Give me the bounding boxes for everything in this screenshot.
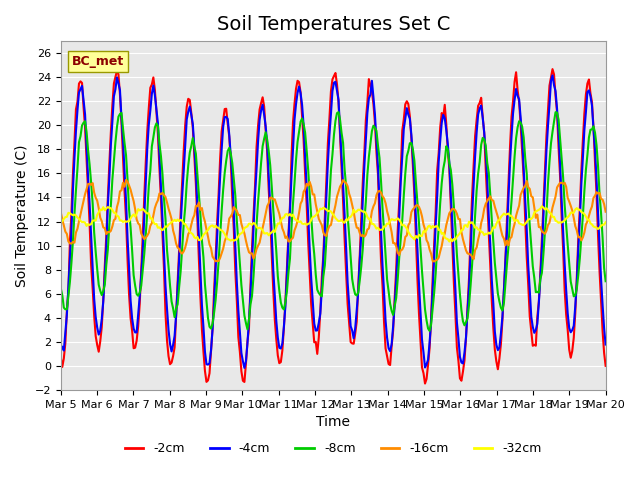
-32cm — [237, 230, 245, 236]
-32cm — [295, 219, 303, 225]
-4cm — [241, 365, 248, 371]
Y-axis label: Soil Temperature (C): Soil Temperature (C) — [15, 144, 29, 287]
-32cm — [575, 207, 582, 213]
-16cm — [430, 259, 438, 264]
-2cm — [237, 368, 245, 374]
Line: -16cm: -16cm — [61, 180, 605, 262]
-2cm — [575, 235, 582, 241]
-2cm — [421, 381, 429, 386]
-4cm — [57, 343, 65, 348]
-16cm — [297, 201, 305, 206]
-8cm — [220, 187, 227, 192]
Line: -32cm: -32cm — [61, 206, 605, 241]
-2cm — [220, 117, 227, 123]
-8cm — [124, 177, 131, 183]
-16cm — [248, 251, 256, 256]
-4cm — [602, 342, 609, 348]
-2cm — [124, 257, 131, 263]
Title: Soil Temperatures Set C: Soil Temperatures Set C — [216, 15, 450, 34]
-8cm — [602, 278, 609, 284]
-32cm — [602, 219, 609, 225]
-16cm — [125, 182, 133, 188]
-16cm — [57, 209, 65, 215]
-8cm — [246, 301, 254, 307]
-16cm — [221, 239, 228, 244]
-2cm — [246, 282, 254, 288]
Line: -8cm: -8cm — [61, 112, 605, 331]
Legend: -2cm, -4cm, -8cm, -16cm, -32cm: -2cm, -4cm, -8cm, -16cm, -32cm — [120, 437, 547, 460]
-4cm — [248, 259, 256, 264]
-16cm — [239, 226, 247, 232]
-2cm — [295, 79, 303, 85]
-4cm — [297, 90, 305, 96]
-2cm — [57, 355, 65, 360]
-8cm — [426, 328, 433, 334]
-8cm — [552, 109, 559, 115]
-32cm — [445, 239, 453, 244]
-16cm — [122, 177, 130, 183]
-4cm — [548, 72, 556, 78]
Text: BC_met: BC_met — [72, 55, 124, 68]
-32cm — [246, 221, 254, 227]
-2cm — [602, 363, 609, 369]
-4cm — [237, 350, 245, 356]
-32cm — [538, 204, 546, 209]
-8cm — [237, 282, 245, 288]
-16cm — [575, 234, 582, 240]
-4cm — [124, 235, 131, 241]
-16cm — [602, 209, 609, 215]
-4cm — [220, 124, 227, 130]
-32cm — [57, 219, 65, 225]
X-axis label: Time: Time — [316, 415, 350, 429]
-8cm — [575, 272, 582, 278]
-8cm — [295, 129, 303, 134]
-2cm — [548, 66, 556, 72]
-32cm — [124, 218, 131, 224]
-32cm — [220, 229, 227, 235]
Line: -2cm: -2cm — [61, 69, 605, 384]
-8cm — [57, 286, 65, 291]
-4cm — [575, 246, 582, 252]
Line: -4cm: -4cm — [61, 75, 605, 368]
